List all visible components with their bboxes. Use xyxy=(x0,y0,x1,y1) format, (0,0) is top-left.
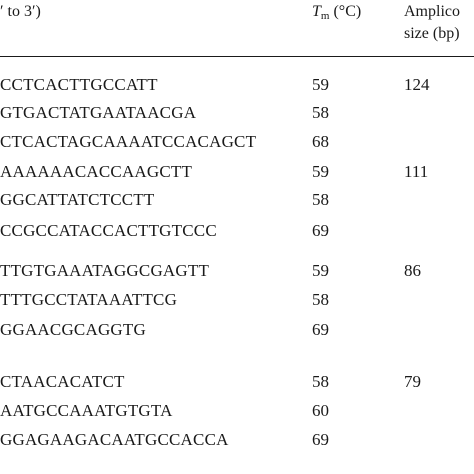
sequence-cell: AATGCCAAATGTGTA xyxy=(0,401,173,420)
header-sequence-text: ′ to 3′) xyxy=(0,3,41,20)
tm-cell: 59 xyxy=(312,261,329,280)
header-tm: Tm (°C) xyxy=(312,4,361,22)
tm-cell: 59 xyxy=(312,162,329,181)
amplicon-cell: 124 xyxy=(404,75,430,94)
sequence-cell: TTGTGAAATAGGCGAGTT xyxy=(0,261,210,280)
header-amplicon-text2: size (bp) xyxy=(404,25,460,42)
header-tm-letter: T xyxy=(312,3,321,20)
sequence-cell: CTCACTAGCAAAATCCACAGCT xyxy=(0,132,257,151)
header-amplicon-line2: size (bp) xyxy=(404,26,460,42)
header-sequence: ′ to 3′) xyxy=(0,4,41,20)
sequence-cell: TTTGCCTATAAATTCG xyxy=(0,290,178,309)
sequence-cell: GGAGAAGACAATGCCACCA xyxy=(0,430,229,449)
tm-cell: 58 xyxy=(312,290,329,309)
sequence-cell: CCGCCATACCACTTGTCCC xyxy=(0,221,217,240)
tm-cell: 68 xyxy=(312,132,329,151)
sequence-cell: GGAACGCAGGTG xyxy=(0,320,146,339)
tm-cell: 69 xyxy=(312,320,329,339)
tm-cell: 69 xyxy=(312,430,329,449)
header-amplicon-text1: Amplico xyxy=(404,3,460,20)
tm-cell: 58 xyxy=(312,103,329,122)
amplicon-cell: 86 xyxy=(404,261,421,280)
tm-cell: 60 xyxy=(312,401,329,420)
tm-cell: 58 xyxy=(312,190,329,209)
header-rule xyxy=(0,56,474,57)
tm-cell: 59 xyxy=(312,75,329,94)
sequence-cell: CCTCACTTGCCATT xyxy=(0,75,158,94)
header-amplicon-line1: Amplico xyxy=(404,4,460,20)
sequence-cell: AAAAAACACCAAGCTT xyxy=(0,162,193,181)
sequence-cell: CTAACACATCT xyxy=(0,372,125,391)
amplicon-cell: 79 xyxy=(404,372,421,391)
tm-cell: 69 xyxy=(312,221,329,240)
tm-cell: 58 xyxy=(312,372,329,391)
amplicon-cell: 111 xyxy=(404,162,429,181)
sequence-cell: GGCATTATCTCCTT xyxy=(0,190,155,209)
header-tm-sub: m xyxy=(320,10,330,22)
header-tm-unit: (°C) xyxy=(333,3,362,20)
sequence-cell: GTGACTATGAATAACGA xyxy=(0,103,197,122)
